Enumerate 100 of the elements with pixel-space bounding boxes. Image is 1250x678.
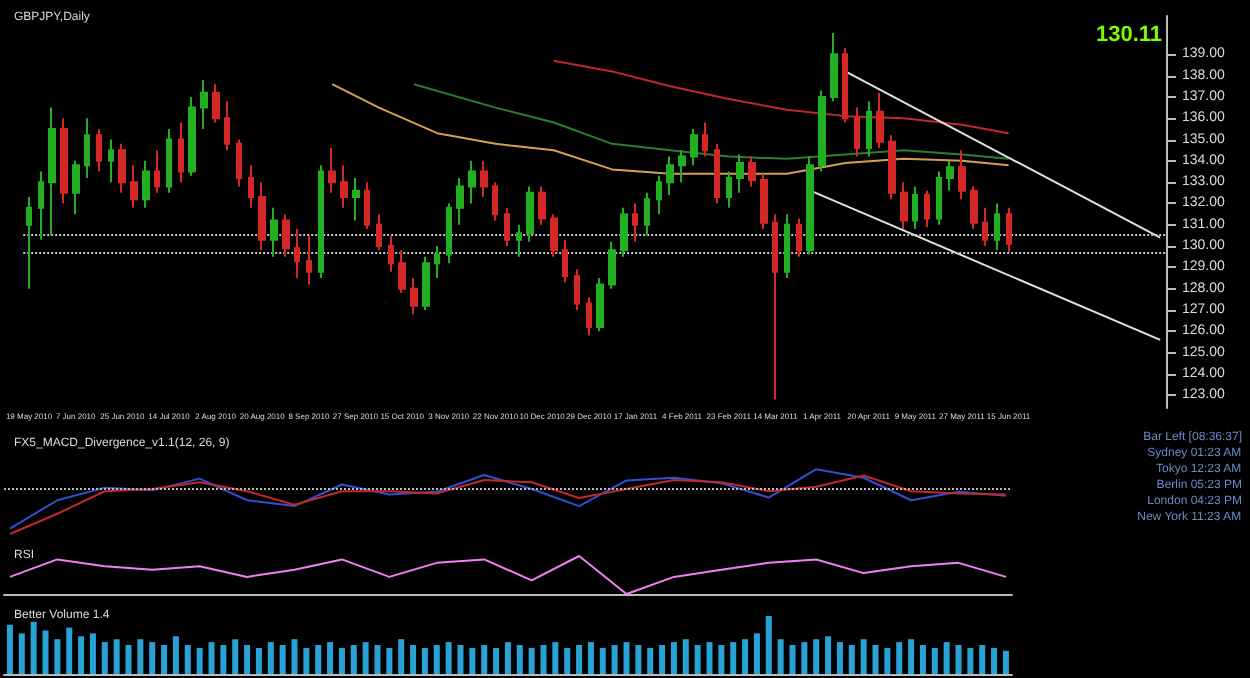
bar bbox=[931, 647, 938, 674]
candlestick bbox=[96, 127, 102, 173]
candlestick bbox=[538, 185, 546, 226]
bar bbox=[635, 645, 642, 674]
bar bbox=[908, 639, 915, 674]
candlestick bbox=[328, 147, 336, 194]
candlestick bbox=[516, 223, 522, 258]
bar bbox=[54, 639, 61, 674]
bar bbox=[457, 645, 464, 674]
candlestick bbox=[410, 277, 418, 316]
candlestick bbox=[318, 164, 324, 280]
bar bbox=[718, 645, 725, 674]
bar bbox=[172, 636, 179, 674]
bar bbox=[659, 645, 666, 674]
candlestick bbox=[608, 240, 616, 290]
bar bbox=[730, 642, 737, 674]
bar bbox=[161, 645, 168, 674]
candlestick bbox=[258, 181, 266, 252]
candlestick bbox=[26, 196, 32, 290]
candlestick bbox=[866, 100, 872, 158]
candlestick bbox=[188, 95, 196, 177]
candlestick bbox=[248, 164, 254, 209]
bar bbox=[979, 645, 986, 674]
candlestick bbox=[294, 228, 300, 280]
candlestick bbox=[748, 155, 756, 188]
bar bbox=[576, 645, 583, 674]
candlestick bbox=[900, 181, 908, 231]
candlestick bbox=[468, 159, 476, 205]
bar bbox=[493, 647, 500, 674]
candlestick bbox=[398, 249, 406, 294]
candlestick bbox=[388, 234, 394, 273]
bar bbox=[742, 639, 749, 674]
bar bbox=[528, 647, 535, 674]
bar bbox=[967, 647, 974, 674]
candlestick bbox=[480, 159, 488, 199]
candlestick bbox=[446, 202, 452, 265]
bar bbox=[552, 642, 559, 674]
bar bbox=[196, 647, 203, 674]
candlestick bbox=[736, 153, 744, 194]
bar bbox=[469, 647, 476, 674]
bar bbox=[848, 645, 855, 674]
bar bbox=[753, 633, 760, 674]
bar bbox=[386, 647, 393, 674]
bar bbox=[184, 645, 191, 674]
bar bbox=[991, 647, 998, 674]
candlestick bbox=[1006, 206, 1012, 254]
candlestick bbox=[714, 142, 720, 205]
candlestick bbox=[306, 234, 312, 286]
bar bbox=[220, 645, 227, 674]
bar bbox=[338, 647, 345, 674]
bar bbox=[504, 642, 511, 674]
candlestick bbox=[236, 138, 242, 188]
candlestick bbox=[38, 170, 44, 241]
bar bbox=[694, 645, 701, 674]
bar bbox=[255, 647, 262, 674]
candlestick bbox=[504, 206, 510, 248]
bar bbox=[564, 647, 571, 674]
bar bbox=[232, 639, 239, 674]
bar bbox=[6, 624, 13, 674]
bar bbox=[89, 633, 96, 674]
bar bbox=[244, 645, 251, 674]
bar bbox=[279, 645, 286, 674]
bar bbox=[137, 639, 144, 674]
candlestick bbox=[620, 206, 628, 258]
bar bbox=[955, 645, 962, 674]
candlestick bbox=[364, 181, 370, 231]
bar bbox=[421, 647, 428, 674]
candlestick bbox=[224, 100, 230, 152]
bar bbox=[682, 639, 689, 674]
candlestick bbox=[818, 89, 826, 173]
candlestick bbox=[970, 185, 978, 231]
bar bbox=[540, 645, 547, 674]
bar bbox=[801, 642, 808, 674]
candlestick bbox=[270, 206, 278, 258]
candlestick bbox=[888, 134, 896, 201]
bar bbox=[101, 642, 108, 674]
bar bbox=[18, 633, 25, 674]
bar bbox=[30, 621, 37, 674]
line-series bbox=[552, 59, 1010, 135]
bar bbox=[303, 647, 310, 674]
candlestick bbox=[830, 32, 838, 103]
bar bbox=[777, 639, 784, 674]
bar bbox=[623, 642, 630, 674]
bar bbox=[860, 639, 867, 674]
candlestick bbox=[632, 202, 638, 243]
bar bbox=[374, 645, 381, 674]
bar bbox=[208, 642, 215, 674]
bar bbox=[149, 642, 156, 674]
candlestick bbox=[72, 159, 80, 216]
bar bbox=[410, 645, 417, 674]
candlestick bbox=[60, 117, 68, 205]
candlestick bbox=[772, 213, 778, 401]
candlestick bbox=[644, 191, 650, 237]
candlestick bbox=[982, 206, 988, 248]
bar bbox=[587, 642, 594, 674]
candlestick bbox=[806, 155, 814, 256]
candlestick bbox=[118, 142, 126, 194]
bar bbox=[611, 645, 618, 674]
candlestick bbox=[574, 268, 580, 311]
candlestick bbox=[666, 155, 674, 196]
